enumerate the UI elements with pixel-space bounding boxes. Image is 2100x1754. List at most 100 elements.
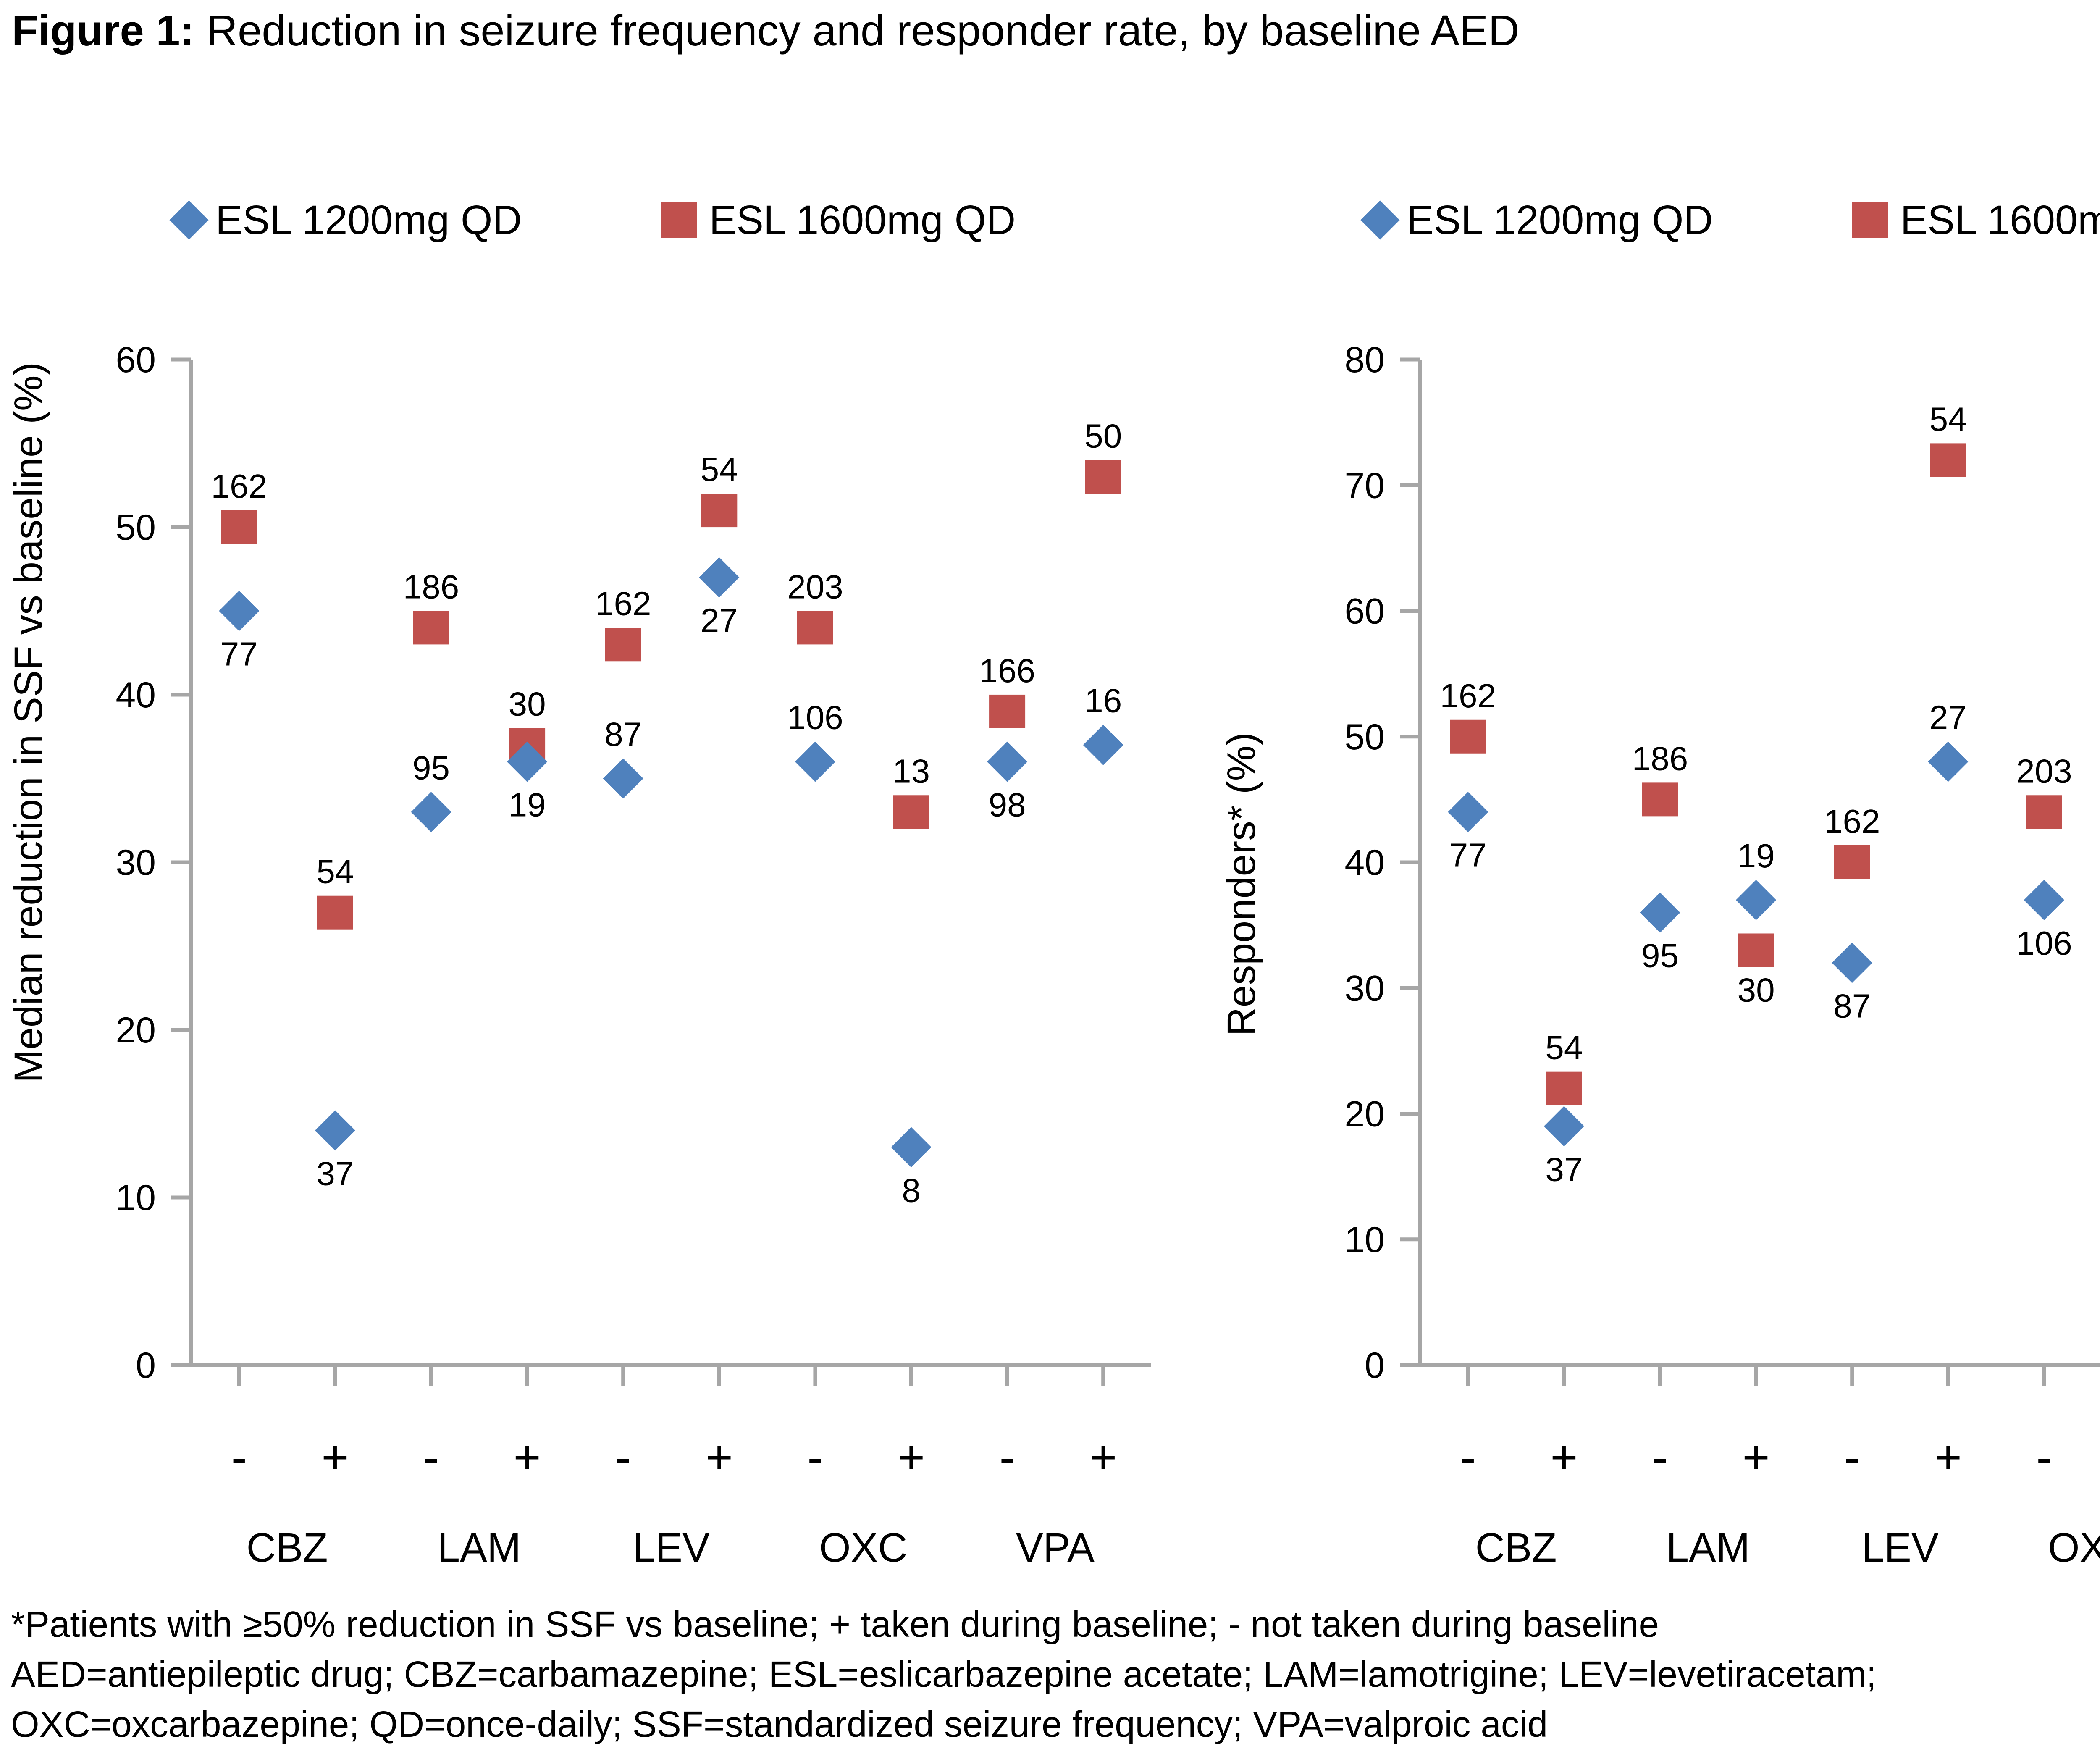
y-tick-label: 70 xyxy=(1344,465,1385,506)
square-marker-icon xyxy=(1851,202,1888,238)
data-point-n-label: 19 xyxy=(509,786,546,824)
y-tick-label: 0 xyxy=(136,1345,156,1386)
x-group-label: CBZ xyxy=(247,1525,328,1570)
diamond-marker-icon xyxy=(1360,200,1400,240)
y-tick-label: 60 xyxy=(1344,591,1385,632)
x-sign-label: - xyxy=(807,1431,823,1484)
legend-label: ESL 1600mg QD xyxy=(709,197,1016,243)
data-point-diamond xyxy=(987,741,1028,782)
y-tick-label: 0 xyxy=(1365,1345,1385,1386)
legend-label: ESL 1200mg QD xyxy=(215,197,522,243)
data-point-square xyxy=(1738,933,1774,967)
x-sign-label: - xyxy=(1844,1431,1860,1484)
data-point-n-label: 27 xyxy=(701,602,738,639)
footnote-line: OXC=oxcarbazepine; QD=once-daily; SSF=st… xyxy=(11,1704,1548,1745)
data-point-n-label: 186 xyxy=(403,568,459,605)
data-point-square xyxy=(893,795,929,829)
data-point-n-label: 30 xyxy=(1738,971,1775,1008)
x-sign-label: - xyxy=(231,1431,247,1484)
data-point-square xyxy=(1930,443,1966,477)
data-point-diamond xyxy=(603,758,643,799)
data-point-square xyxy=(605,628,641,662)
data-point-n-label: 162 xyxy=(1824,803,1880,840)
data-point-square xyxy=(701,494,738,528)
y-tick-label: 10 xyxy=(1344,1220,1385,1260)
data-point-n-label: 54 xyxy=(316,853,354,890)
data-point-n-label: 162 xyxy=(211,467,267,505)
data-point-diamond xyxy=(411,792,452,832)
legend-entry-esl-1200: ESL 1200mg QD xyxy=(169,197,522,244)
data-point-n-label: 19 xyxy=(1738,837,1775,874)
data-point-square xyxy=(1546,1071,1582,1105)
data-point-diamond xyxy=(795,741,835,782)
figure-title-text: Reduction in seizure frequency and respo… xyxy=(194,6,1520,55)
data-point-n-label: 54 xyxy=(1929,400,1967,438)
y-axis-title: Median reduction in SSF vs baseline (%) xyxy=(6,362,51,1083)
legend-left: ESL 1200mg QD ESL 1600mg QD xyxy=(0,197,1191,244)
data-point-n-label: 95 xyxy=(412,749,450,786)
footnote-line: AED=antiepileptic drug; CBZ=carbamazepin… xyxy=(11,1654,1877,1695)
x-sign-label: + xyxy=(898,1431,925,1484)
data-point-n-label: 166 xyxy=(979,652,1035,689)
x-sign-label: - xyxy=(423,1431,439,1484)
legend-entry-esl-1200: ESL 1200mg QD xyxy=(1360,197,1713,244)
data-point-diamond xyxy=(1083,725,1124,765)
x-sign-label: - xyxy=(2036,1431,2052,1484)
data-point-n-label: 162 xyxy=(595,585,651,622)
y-tick-label: 40 xyxy=(116,675,156,715)
data-point-diamond xyxy=(219,591,260,631)
data-point-square xyxy=(317,895,353,930)
data-point-n-label: 203 xyxy=(2016,752,2072,790)
data-point-n-label: 87 xyxy=(1833,987,1871,1024)
data-point-square xyxy=(989,694,1026,728)
x-group-label: CBZ xyxy=(1475,1525,1557,1570)
figure-title-prefix: Figure 1: xyxy=(12,6,194,55)
y-tick-label: 10 xyxy=(116,1178,156,1218)
chart-column-responders: ESL 1200mg QD ESL 1600mg QD 0 10 20 30 40 50 6… xyxy=(1191,0,2100,1754)
x-group-label: LAM xyxy=(1666,1525,1750,1570)
data-point-n-label: 37 xyxy=(316,1155,354,1192)
legend-entry-esl-1600: ESL 1600mg QD xyxy=(1851,197,2100,244)
data-point-diamond xyxy=(1832,943,1872,983)
data-point-diamond xyxy=(1640,892,1680,933)
data-point-n-label: 203 xyxy=(787,568,843,605)
x-sign-label: - xyxy=(1460,1431,1476,1484)
x-group-label: OXC xyxy=(2048,1525,2100,1570)
y-tick-label: 50 xyxy=(1344,717,1385,757)
figure-footnote: *Patients with ≥50% reduction in SSF vs … xyxy=(11,1599,1877,1750)
figure-title: Figure 1: Reduction in seizure frequency… xyxy=(12,6,1520,55)
data-point-n-label: 95 xyxy=(1641,937,1679,974)
scatter-chart-ssf-reduction: 0 10 20 30 40 50 60 - + - + - + - + - + CBZ LAM LEV OXC VPA Me… xyxy=(6,340,1151,1570)
data-point-n-label: 8 xyxy=(902,1171,921,1209)
data-point-n-label: 13 xyxy=(892,752,930,790)
data-point-n-label: 106 xyxy=(787,699,843,736)
legend-right: ESL 1200mg QD ESL 1600mg QD xyxy=(1191,197,2100,244)
x-group-label: OXC xyxy=(819,1525,907,1570)
y-tick-label: 50 xyxy=(116,507,156,548)
square-marker-icon xyxy=(660,202,697,238)
data-point-square xyxy=(413,611,449,645)
data-point-n-label: 77 xyxy=(220,635,258,673)
data-point-diamond xyxy=(2024,880,2064,920)
y-tick-label: 40 xyxy=(1344,843,1385,883)
data-point-square xyxy=(1450,719,1486,754)
scatter-chart-responders: 01020304050607080-+-+-+-+-+CBZLAMLEVOXCV… xyxy=(1219,340,2100,1570)
x-sign-label: - xyxy=(1652,1431,1668,1484)
data-point-n-label: 106 xyxy=(2016,924,2072,962)
data-point-n-label: 30 xyxy=(509,685,546,723)
legend-entry-esl-1600: ESL 1600mg QD xyxy=(660,197,1016,244)
y-axis-title: Responders* (%) xyxy=(1219,732,1264,1036)
data-point-n-label: 162 xyxy=(1440,677,1496,714)
data-point-n-label: 16 xyxy=(1084,682,1122,719)
footnote-line: *Patients with ≥50% reduction in SSF vs … xyxy=(11,1604,1659,1645)
y-tick-label: 20 xyxy=(116,1010,156,1050)
data-point-n-label: 54 xyxy=(701,451,738,488)
data-point-square xyxy=(1834,845,1870,879)
data-point-square xyxy=(221,510,257,544)
x-group-label: LAM xyxy=(437,1525,521,1570)
diamond-marker-icon xyxy=(169,200,209,240)
data-point-n-label: 27 xyxy=(1929,699,1967,736)
data-point-square xyxy=(1085,460,1121,494)
data-point-square xyxy=(1642,782,1678,817)
